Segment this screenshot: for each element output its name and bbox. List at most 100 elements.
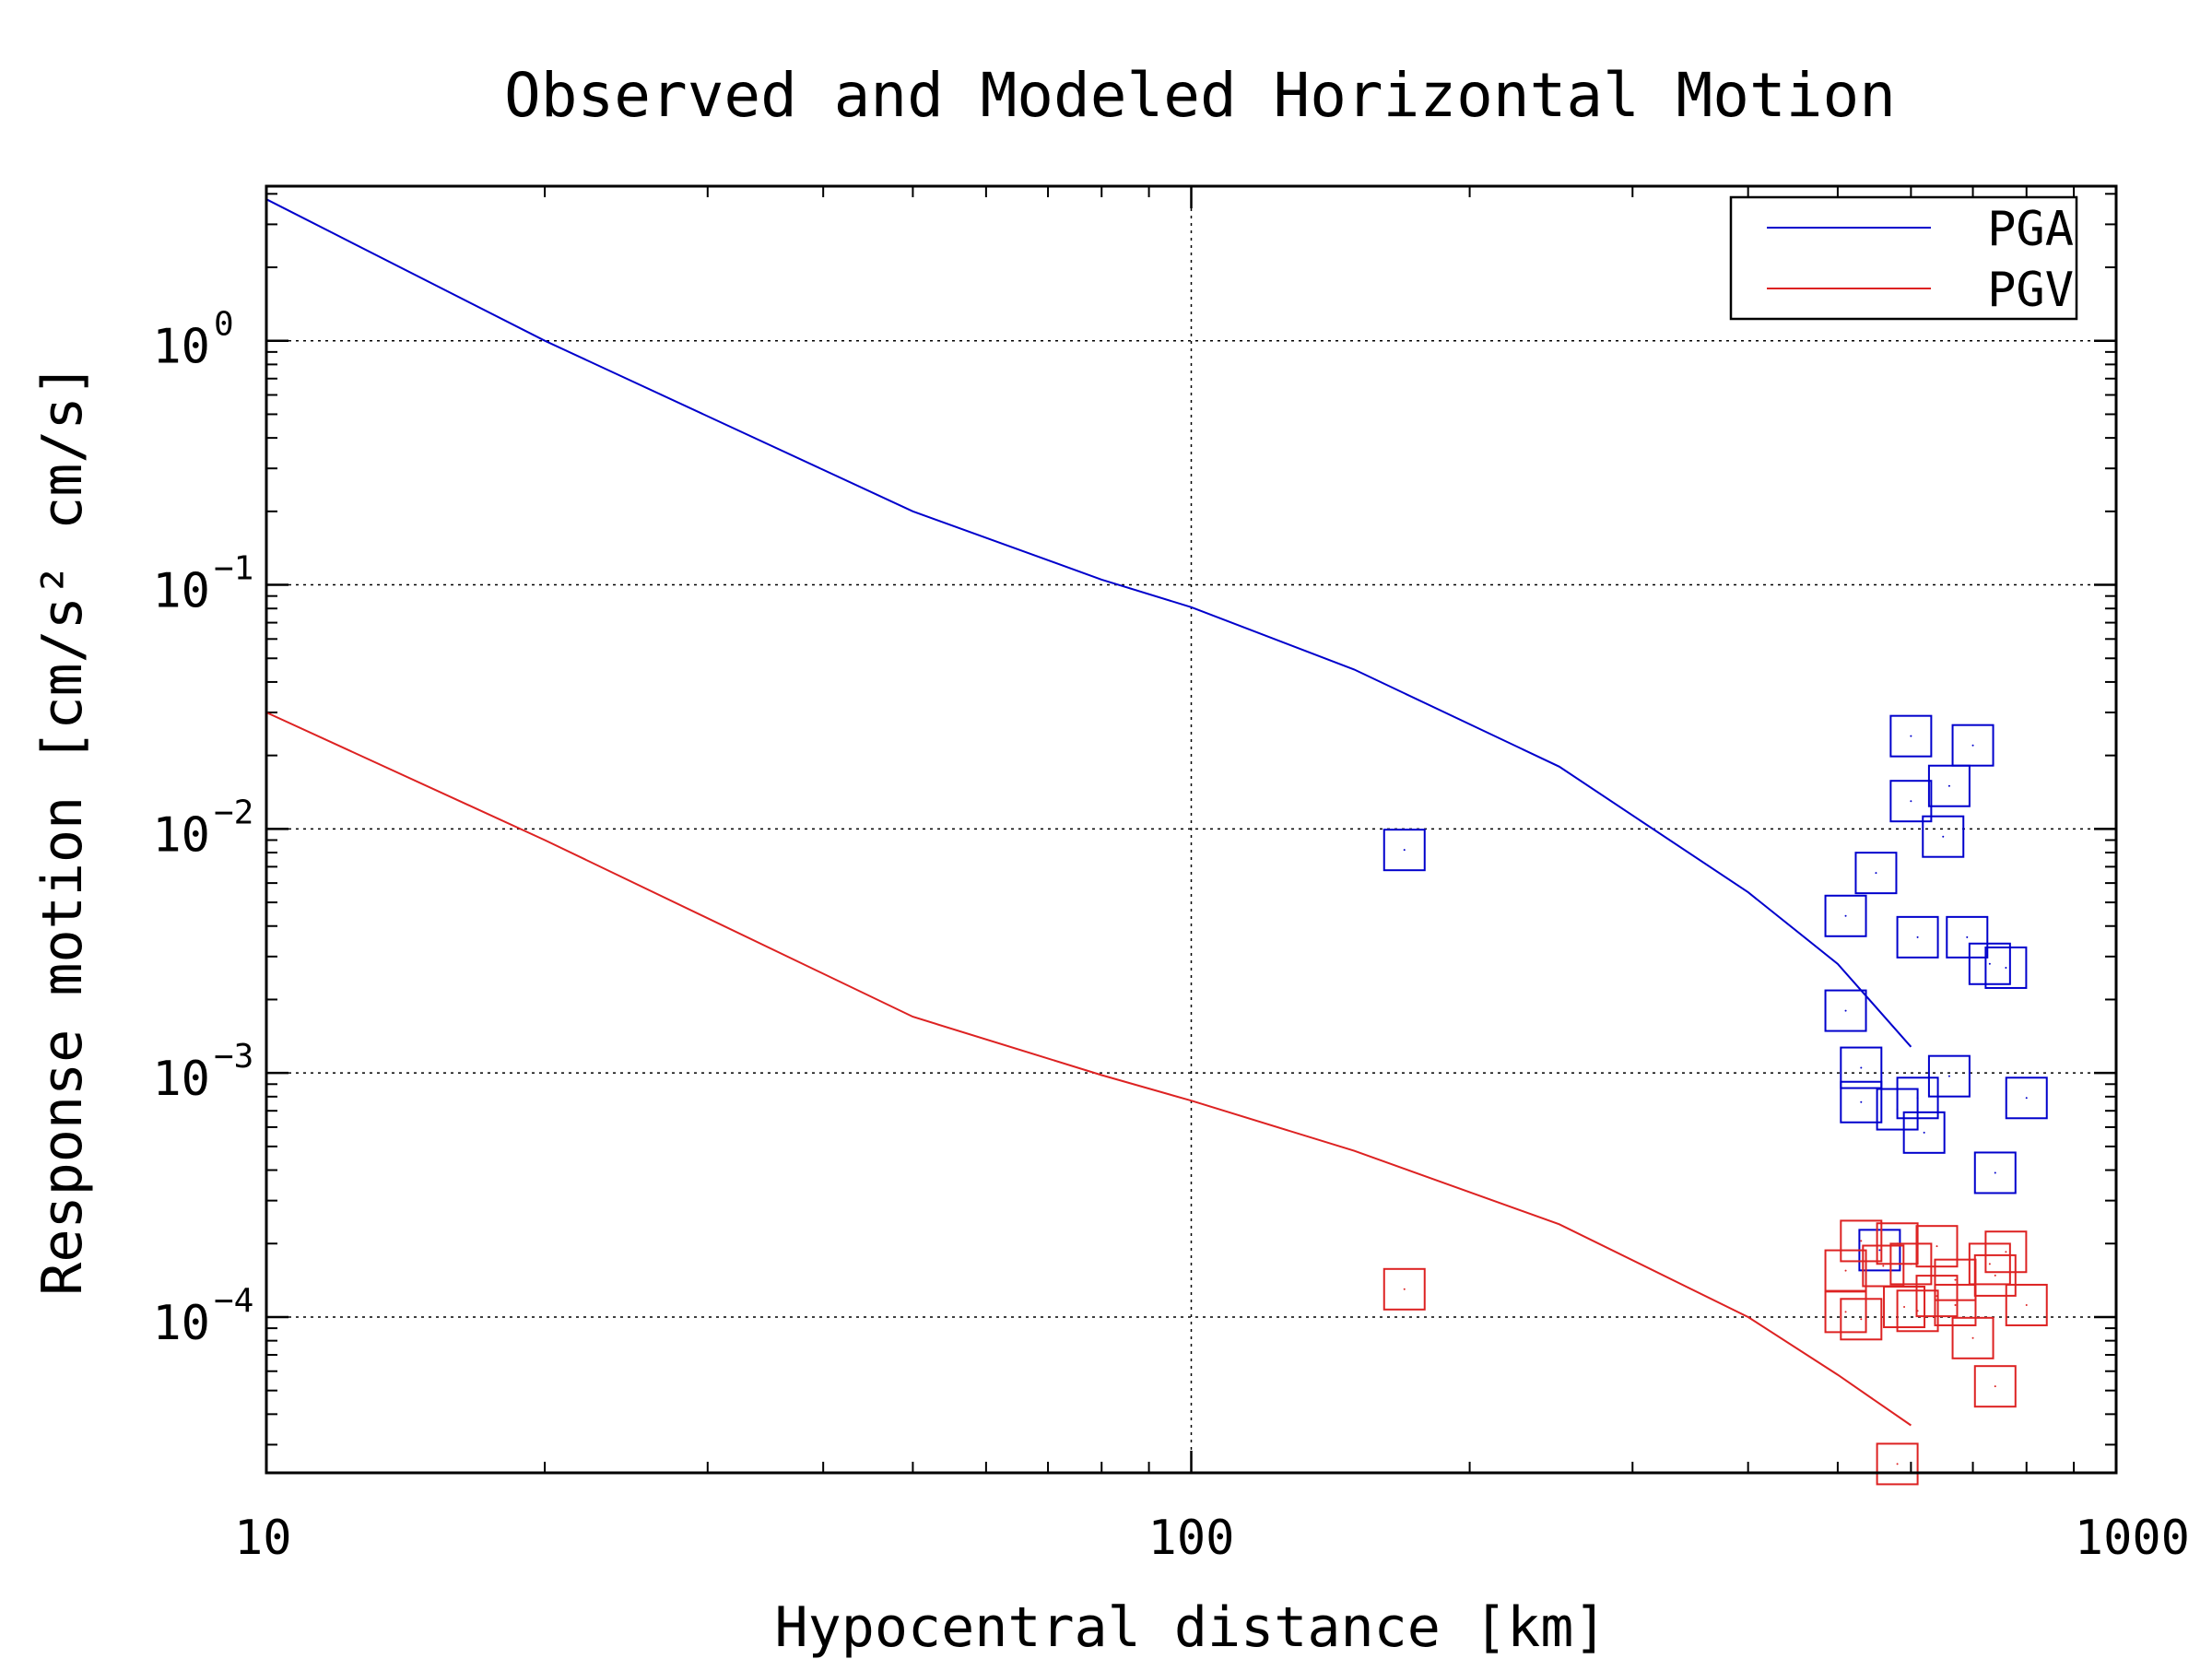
y-tick-label: 10 bbox=[152, 320, 210, 375]
y-tick-label: 10 bbox=[152, 1052, 210, 1107]
data-point-center-pgv-observed bbox=[1936, 1245, 1938, 1248]
data-point-center-pga-observed bbox=[2005, 966, 2007, 969]
data-point-center-pgv-observed bbox=[1988, 1263, 1991, 1265]
data-point-pga-observed bbox=[1840, 1080, 1883, 1124]
data-point-pgv-observed bbox=[1934, 1283, 1977, 1326]
data-point-pga-observed bbox=[1902, 1111, 1946, 1154]
data-point-pgv-observed bbox=[1876, 1442, 1919, 1486]
grid-lines bbox=[266, 186, 2116, 1473]
data-point-center-pgv-observed bbox=[1860, 1240, 1863, 1242]
data-point-center-pgv-observed bbox=[1903, 1306, 1906, 1309]
data-point-center-pga-observed bbox=[1860, 1066, 1863, 1069]
data-point-center-pgv-observed bbox=[1954, 1278, 1957, 1281]
y-tick-exponent: −2 bbox=[214, 794, 253, 831]
data-point-center-pgv-observed bbox=[2025, 1303, 2028, 1306]
data-point-center-pgv-observed bbox=[1860, 1318, 1863, 1321]
data-point-center-pga-observed bbox=[1923, 1131, 1925, 1134]
y-tick-label: 10 bbox=[152, 1296, 210, 1351]
data-point-center-pga-observed bbox=[1988, 962, 1991, 965]
data-point-pga-observed bbox=[1840, 1046, 1883, 1089]
data-point-pgv-observed bbox=[1896, 1289, 1939, 1333]
data-point-center-pgv-observed bbox=[1896, 1463, 1899, 1465]
y-tick-exponent: −4 bbox=[214, 1282, 253, 1320]
data-point-pgv-observed bbox=[1382, 1267, 1426, 1311]
data-point-pga-observed bbox=[1854, 852, 1898, 895]
data-point-pga-observed bbox=[1973, 1151, 2017, 1194]
data-point-center-pga-observed bbox=[1966, 935, 1969, 938]
y-tick-label: 10 bbox=[152, 807, 210, 863]
data-point-pgv-observed bbox=[1951, 1316, 1994, 1359]
data-point-pgv-observed bbox=[1973, 1365, 2017, 1408]
data-point-center-pga-observed bbox=[1947, 1075, 1950, 1077]
chart-title: Observed and Modeled Horizontal Motion bbox=[504, 60, 1896, 131]
x-tick-label: 1000 bbox=[2075, 1511, 2190, 1566]
data-point-pga-observed bbox=[1968, 942, 2011, 985]
data-point-center-pgv-observed bbox=[1844, 1311, 1847, 1313]
data-point-center-pgv-observed bbox=[1971, 1336, 1974, 1339]
data-point-pga-observed bbox=[1927, 1054, 1971, 1098]
legend-label-pgv: PGV bbox=[1987, 263, 2074, 318]
data-point-pga-observed bbox=[1984, 946, 2028, 989]
data-point-pgv-observed bbox=[1973, 1253, 2017, 1297]
data-point-center-pgv-observed bbox=[1844, 1269, 1847, 1272]
data-point-center-pga-observed bbox=[1844, 1009, 1847, 1012]
legend: PGA PGV bbox=[1729, 195, 2078, 321]
data-point-center-pga-observed bbox=[1971, 744, 1974, 747]
data-point-pgv-observed bbox=[1968, 1242, 2011, 1286]
data-point-pga-observed bbox=[2005, 1077, 2048, 1120]
data-point-pgv-observed bbox=[1915, 1275, 1959, 1318]
series-line-pgv bbox=[265, 712, 1912, 1427]
legend-box bbox=[1729, 195, 2078, 321]
data-point-center-pga-observed bbox=[1994, 1171, 1996, 1174]
data-point-pgv-observed bbox=[1824, 1290, 1867, 1334]
y-tick-exponent: −3 bbox=[214, 1038, 253, 1076]
data-point-center-pga-observed bbox=[1947, 784, 1950, 787]
x-tick-label: 10 bbox=[234, 1511, 292, 1566]
data-point-center-pga-observed bbox=[1878, 1249, 1881, 1252]
data-point-pgv-observed bbox=[1889, 1242, 1933, 1286]
data-point-center-pgv-observed bbox=[1910, 1263, 1912, 1265]
data-point-pgv-observed bbox=[1915, 1225, 1959, 1268]
y-axis-label: Response motion [cm/s² cm/s] bbox=[30, 363, 95, 1295]
data-point-pga-observed bbox=[1889, 780, 1933, 823]
data-point-center-pgv-observed bbox=[1882, 1265, 1885, 1267]
data-point-pga-observed bbox=[1824, 989, 1867, 1032]
data-point-pgv-observed bbox=[1840, 1298, 1883, 1341]
plot-series bbox=[265, 198, 2048, 1486]
data-point-pga-observed bbox=[1927, 764, 1971, 807]
x-tick-labels: 10 100 1000 bbox=[234, 1511, 2190, 1566]
data-point-pgv-observed bbox=[1984, 1230, 2028, 1274]
data-point-center-pga-observed bbox=[1860, 1100, 1863, 1103]
data-point-center-pgv-observed bbox=[1994, 1385, 1996, 1388]
data-point-center-pga-observed bbox=[1916, 935, 1919, 938]
data-point-center-pga-observed bbox=[1910, 800, 1912, 803]
data-point-center-pga-observed bbox=[1844, 914, 1847, 917]
series-line-pga bbox=[265, 198, 1912, 1048]
data-point-center-pga-observed bbox=[1875, 872, 1877, 875]
data-point-pga-observed bbox=[1824, 894, 1867, 937]
data-point-center-pgv-observed bbox=[1936, 1295, 1938, 1298]
data-point-center-pga-observed bbox=[1910, 735, 1912, 737]
data-point-pgv-observed bbox=[1883, 1286, 1926, 1329]
data-point-center-pga-observed bbox=[1403, 849, 1406, 852]
data-point-pgv-observed bbox=[2005, 1283, 2048, 1326]
y-tick-exponent: 0 bbox=[214, 306, 234, 344]
data-point-center-pgv-observed bbox=[2005, 1251, 2007, 1253]
y-tick-label: 10 bbox=[152, 564, 210, 619]
data-point-pga-observed bbox=[1382, 829, 1426, 872]
data-point-pga-observed bbox=[1889, 714, 1933, 758]
x-tick-label: 100 bbox=[1148, 1511, 1235, 1566]
data-point-center-pgv-observed bbox=[1994, 1274, 1996, 1277]
data-point-pga-observed bbox=[1896, 915, 1939, 959]
data-point-pgv-observed bbox=[1840, 1219, 1883, 1263]
plot-frame bbox=[265, 184, 2118, 1475]
data-point-center-pgv-observed bbox=[1954, 1303, 1957, 1306]
data-point-center-pga-observed bbox=[2025, 1097, 2028, 1100]
y-tick-exponent: −1 bbox=[214, 550, 253, 588]
data-point-pga-observed bbox=[1951, 724, 1994, 767]
x-axis-label: Hypocentral distance [km] bbox=[774, 1595, 1606, 1659]
data-point-pga-observed bbox=[1946, 915, 1989, 959]
data-point-center-pga-observed bbox=[1916, 1097, 1919, 1100]
